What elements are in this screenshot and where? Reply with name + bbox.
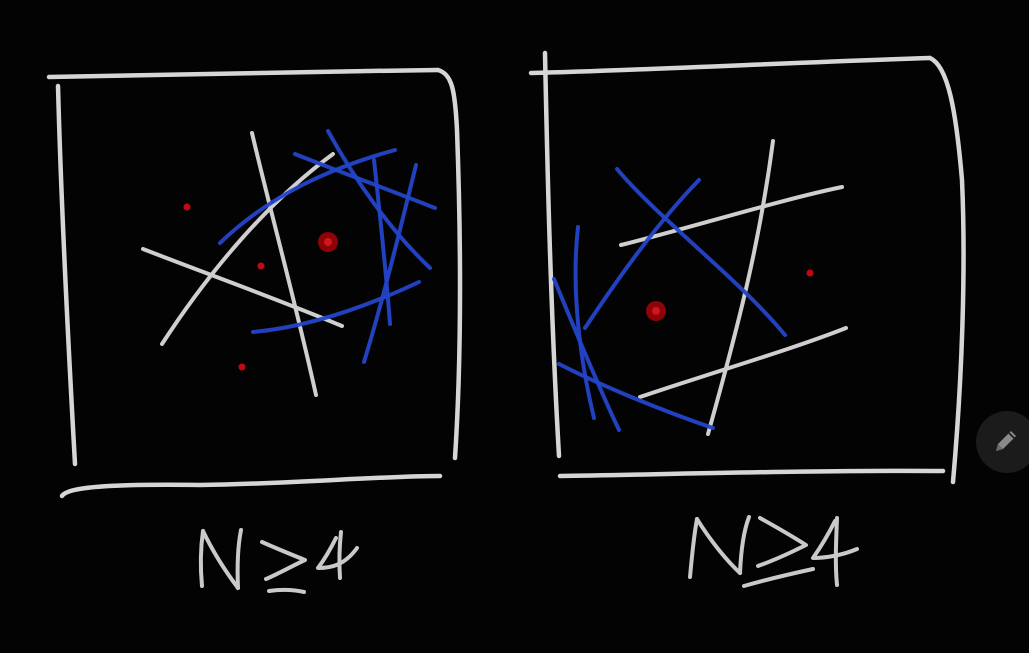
left-blue-line-2	[293, 152, 437, 210]
right-white-line-3	[638, 326, 848, 399]
pencil-tool-button[interactable]	[976, 411, 1029, 473]
left-blue-line-5	[362, 163, 418, 364]
right-frame-right	[927, 55, 966, 485]
left-red-dot-2	[257, 262, 265, 270]
left-blue-line-3	[326, 129, 432, 270]
left-white-line-1	[250, 131, 318, 397]
left-blue-line-4	[372, 158, 392, 326]
left-caption-glyphs	[198, 528, 359, 594]
right-frame-top	[528, 55, 933, 76]
right-white-line-1	[706, 139, 775, 436]
left-frame-top	[46, 67, 441, 80]
right-caption-glyphs	[688, 515, 859, 588]
pencil-icon	[996, 431, 1016, 451]
left-frame-left	[55, 83, 78, 467]
left-white-line-2	[141, 247, 344, 328]
right-frame-bottom	[557, 468, 946, 479]
right-blue-line-5	[557, 362, 715, 430]
left-red-dot-3	[238, 363, 246, 371]
left-blue-line-6	[251, 280, 421, 334]
left-red-dot-1	[183, 203, 191, 211]
left-white-line-3	[160, 152, 335, 346]
left-frame-right	[435, 67, 463, 461]
right-red-dot-1	[806, 269, 814, 277]
right-frame-left	[542, 50, 562, 459]
right-blue-line-2	[583, 178, 701, 330]
right-blue-line-3	[573, 225, 596, 420]
right-blue-line-1	[615, 167, 787, 337]
left-panel	[46, 67, 463, 594]
right-panel	[528, 50, 966, 588]
left-blue-line-1	[218, 148, 397, 245]
right-blue-line-4	[552, 277, 621, 432]
left-frame-bottom	[59, 473, 443, 499]
right-white-line-2	[619, 185, 844, 247]
